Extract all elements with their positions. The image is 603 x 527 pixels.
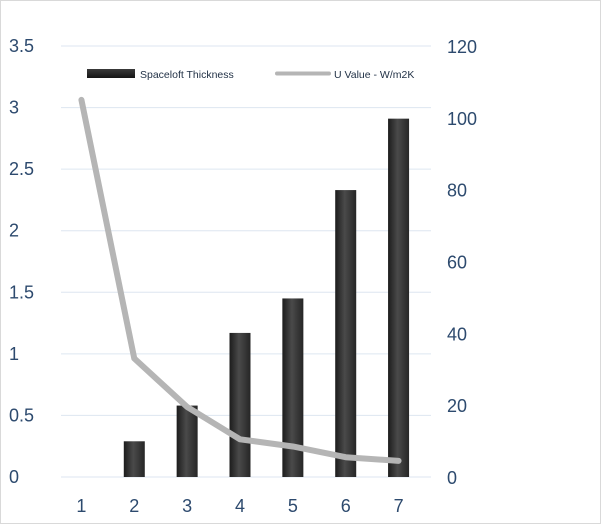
x-axis-tick-label: 2: [129, 496, 139, 516]
left-axis-tick-label: 3.5: [9, 36, 34, 56]
bar-spaceloft-thickness: [335, 190, 357, 477]
left-axis-tick-label: 2: [9, 221, 19, 241]
left-axis-tick-label: 0: [9, 467, 19, 487]
bar-spaceloft-thickness: [123, 441, 145, 477]
right-axis-tick-label: 40: [447, 324, 467, 344]
bar-spaceloft-thickness: [229, 332, 251, 477]
x-axis-tick-label: 5: [288, 496, 298, 516]
line-u-value: [78, 96, 402, 464]
x-axis-tick-label: 7: [394, 496, 404, 516]
x-axis-tick-label: 6: [341, 496, 351, 516]
right-axis-tick-label: 80: [447, 181, 467, 201]
bar-spaceloft-thickness: [282, 298, 304, 477]
right-axis-tick-label: 60: [447, 253, 467, 273]
left-axis-tick-label: 1: [9, 344, 19, 364]
bar-spaceloft-thickness: [176, 405, 198, 477]
x-axis-tick-label: 4: [235, 496, 245, 516]
left-axis-tick-label: 1.5: [9, 282, 34, 302]
bar-spaceloft-thickness: [388, 118, 410, 477]
legend-label-spaceloft-thickness: Spaceloft Thickness: [140, 69, 234, 81]
left-axis-tick-label: 3: [9, 98, 19, 118]
right-axis-tick-label: 120: [447, 37, 477, 57]
legend-swatch-spaceloft-thickness: [87, 69, 135, 78]
x-axis-tick-label: 1: [76, 496, 86, 516]
left-axis-tick-label: 2.5: [9, 159, 34, 179]
right-axis-tick-label: 100: [447, 109, 477, 129]
x-axis-tick-label: 3: [182, 496, 192, 516]
right-axis-tick-label: 20: [447, 396, 467, 416]
legend-label-u-value: U Value - W/m2K: [334, 69, 414, 81]
left-axis-tick-label: 0.5: [9, 405, 34, 425]
right-axis-tick-label: 0: [447, 468, 457, 488]
